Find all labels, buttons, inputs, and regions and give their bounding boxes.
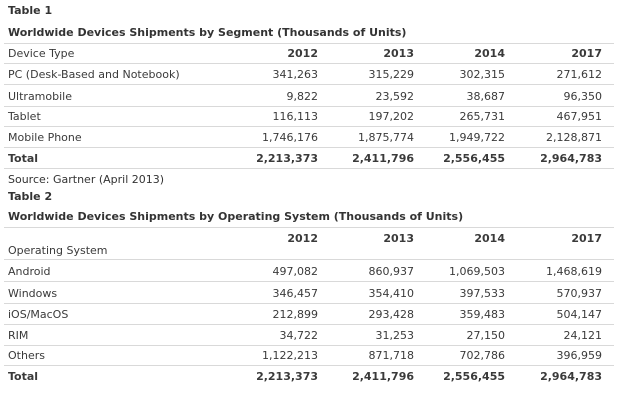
table1-cell: 302,315 [459,68,506,81]
table1-row-label: Ultramobile [8,90,72,103]
table2-cell: 1,468,619 [546,265,602,278]
table2-row-divider [4,345,614,346]
table1-cell: 2,964,783 [540,152,602,165]
table1-row-label: PC (Desk-Based and Notebook) [8,68,180,81]
table1-cell: 116,113 [272,110,319,123]
table2-row-label: Total [8,370,39,383]
table2-header-operating-system: Operating System [8,244,108,257]
table2-cell: 31,253 [375,329,415,342]
table2-cell: 397,533 [459,287,506,300]
table2-cell: 1,069,503 [449,265,505,278]
table2-cell: 212,899 [272,308,319,321]
table2-cell: 2,213,373 [256,370,318,383]
table2-row-label: Others [8,349,45,362]
table2-cell: 871,718 [368,349,415,362]
table2-cell: 2,964,783 [540,370,602,383]
table1-header-year: 2012 [287,47,318,60]
table1-row-label: Mobile Phone [8,131,82,144]
table2-row-divider [4,324,614,325]
table1-row-label: Total [8,152,39,165]
table2-caption: Worldwide Devices Shipments by Operating… [8,210,464,223]
table1-cell: 38,687 [466,90,506,103]
table2-cell: 396,959 [556,349,603,362]
table1-cell: 315,229 [368,68,415,81]
table2-row-label: RIM [8,329,29,342]
table1-cell: 265,731 [459,110,506,123]
table1-cell: 341,263 [272,68,319,81]
table2-row-label: Windows [8,287,58,300]
table2-caption-divider [4,227,614,228]
table2-header-year: 2017 [571,232,602,245]
table2-cell: 2,411,796 [352,370,414,383]
table1-header-year: 2013 [383,47,414,60]
table2-cell: 354,410 [368,287,415,300]
table1-row-divider [4,84,614,85]
table2-row-divider [4,281,614,282]
table2-header-year: 2014 [474,232,505,245]
table1-cell: 197,202 [368,110,415,123]
table1-cell: 1,746,176 [262,131,318,144]
table1-cell: 271,612 [556,68,603,81]
table2-cell: 27,150 [466,329,506,342]
table1-caption-divider [4,43,614,44]
table2-header-year: 2013 [383,232,414,245]
table1-cell: 1,875,774 [358,131,414,144]
table1-row-divider [4,63,614,64]
table2-row-label: iOS/MacOS [8,308,69,321]
table1-header-year: 2017 [571,47,602,60]
table1-cell: 2,556,455 [443,152,505,165]
table2-row-divider [4,303,614,304]
table1-row-divider [4,147,614,148]
table2-row-label: Android [8,265,51,278]
table2-cell: 346,457 [272,287,319,300]
table1-cell: 96,350 [563,90,603,103]
table2-cell: 702,786 [459,349,506,362]
table1-row-divider [4,106,614,107]
table1-cell: 1,949,722 [449,131,505,144]
table2-cell: 359,483 [459,308,506,321]
table1-header-device-type: Device Type [8,47,75,60]
table2-row-divider [4,259,614,260]
table2-cell: 497,082 [272,265,319,278]
table1-source: Source: Gartner (April 2013) [8,173,165,186]
table2-cell: 1,122,213 [262,349,318,362]
table1-cell: 2,411,796 [352,152,414,165]
table2-cell: 504,147 [556,308,603,321]
table2-cell: 2,556,455 [443,370,505,383]
table2-cell: 293,428 [368,308,415,321]
table1-caption: Worldwide Devices Shipments by Segment (… [8,26,407,39]
table1-row-divider [4,168,614,169]
table1-cell: 2,213,373 [256,152,318,165]
table2-cell: 570,937 [556,287,603,300]
table2-header-year: 2012 [287,232,318,245]
table2-cell: 860,937 [368,265,415,278]
table1-row-label: Tablet [8,110,41,123]
table1-cell: 467,951 [556,110,603,123]
table1-cell: 9,822 [286,90,319,103]
table1-label: Table 1 [8,4,53,17]
table2-label: Table 2 [8,190,53,203]
table2-cell: 24,121 [563,329,603,342]
table2-cell: 34,722 [279,329,319,342]
table1-cell: 2,128,871 [546,131,602,144]
table2-row-divider [4,365,614,366]
table1-header-year: 2014 [474,47,505,60]
table1-cell: 23,592 [375,90,415,103]
table1-row-divider [4,126,614,127]
